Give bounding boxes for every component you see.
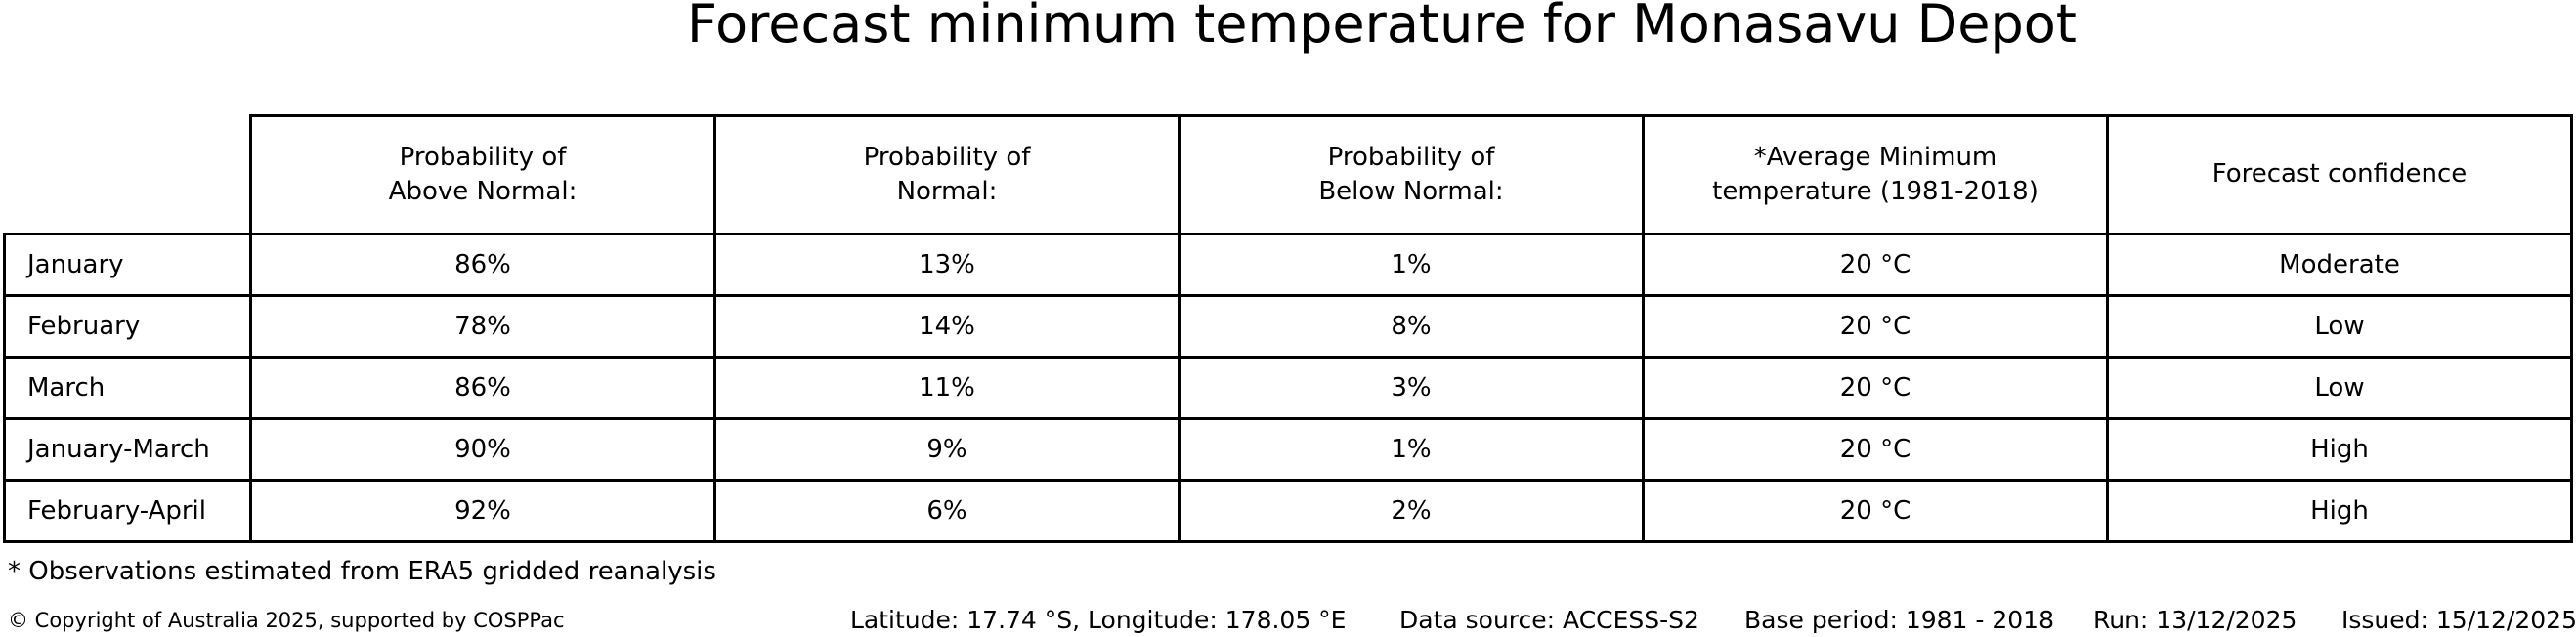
data-source-text: Data source: ACCESS-S2 (1399, 606, 1699, 634)
table-header-row: Probability of Above Normal: Probability… (4, 114, 2573, 235)
cell-forecast-confidence: Low (2106, 356, 2573, 420)
cell-above-normal: 86% (249, 233, 716, 297)
col-header-forecast-confidence: Forecast confidence (2106, 114, 2573, 235)
cell-normal: 11% (713, 356, 1181, 420)
table-row-march: March 86% 11% 3% 20 °C Low (3, 356, 2573, 420)
cell-normal: 13% (713, 233, 1181, 297)
cell-forecast-confidence: Low (2106, 294, 2573, 359)
cell-forecast-confidence: High (2106, 479, 2573, 543)
cell-average-minimum: 20 °C (1642, 356, 2109, 420)
cell-below-normal: 8% (1178, 294, 1645, 359)
issued-date-text: Issued: 15/12/2025 (2341, 606, 2576, 634)
cell-normal: 6% (713, 479, 1181, 543)
cell-above-normal: 86% (249, 356, 716, 420)
forecast-table: Probability of Above Normal: Probability… (3, 114, 2573, 543)
cell-forecast-confidence: High (2106, 417, 2573, 482)
cell-average-minimum: 20 °C (1642, 294, 2109, 359)
table-row-february: February 78% 14% 8% 20 °C Low (3, 294, 2573, 359)
cell-average-minimum: 20 °C (1642, 417, 2109, 482)
page-title: Forecast minimum temperature for Monasav… (687, 0, 2077, 55)
col-header-normal: Probability of Normal: (713, 114, 1181, 235)
cell-below-normal: 1% (1178, 233, 1645, 297)
cell-above-normal: 78% (249, 294, 716, 359)
row-label: February-April (3, 479, 252, 543)
col-header-below-normal: Probability of Below Normal: (1178, 114, 1645, 235)
location-text: Latitude: 17.74 °S, Longitude: 178.05 °E (850, 606, 1347, 634)
cell-below-normal: 3% (1178, 356, 1645, 420)
cell-average-minimum: 20 °C (1642, 233, 2109, 297)
cell-above-normal: 92% (249, 479, 716, 543)
cell-above-normal: 90% (249, 417, 716, 482)
cell-normal: 9% (713, 417, 1181, 482)
col-header-average-minimum: *Average Minimum temperature (1981-2018) (1642, 114, 2109, 235)
corner-cell (4, 115, 251, 234)
cell-forecast-confidence: Moderate (2106, 233, 2573, 297)
table-row-january-march: January-March 90% 9% 1% 20 °C High (3, 417, 2573, 482)
row-label: January-March (3, 417, 252, 482)
copyright-text: © Copyright of Australia 2025, supported… (8, 609, 565, 632)
col-header-above-normal: Probability of Above Normal: (249, 114, 716, 235)
run-date-text: Run: 13/12/2025 (2093, 606, 2297, 634)
observations-footnote: * Observations estimated from ERA5 gridd… (8, 557, 716, 586)
row-label: January (3, 233, 252, 297)
base-period-text: Base period: 1981 - 2018 (1744, 606, 2054, 634)
row-label: March (3, 356, 252, 420)
cell-normal: 14% (713, 294, 1181, 359)
cell-below-normal: 1% (1178, 417, 1645, 482)
row-label: February (3, 294, 252, 359)
cell-average-minimum: 20 °C (1642, 479, 2109, 543)
table-row-january: January 86% 13% 1% 20 °C Moderate (3, 233, 2573, 297)
cell-below-normal: 2% (1178, 479, 1645, 543)
table-row-february-april: February-April 92% 6% 2% 20 °C High (3, 479, 2573, 543)
